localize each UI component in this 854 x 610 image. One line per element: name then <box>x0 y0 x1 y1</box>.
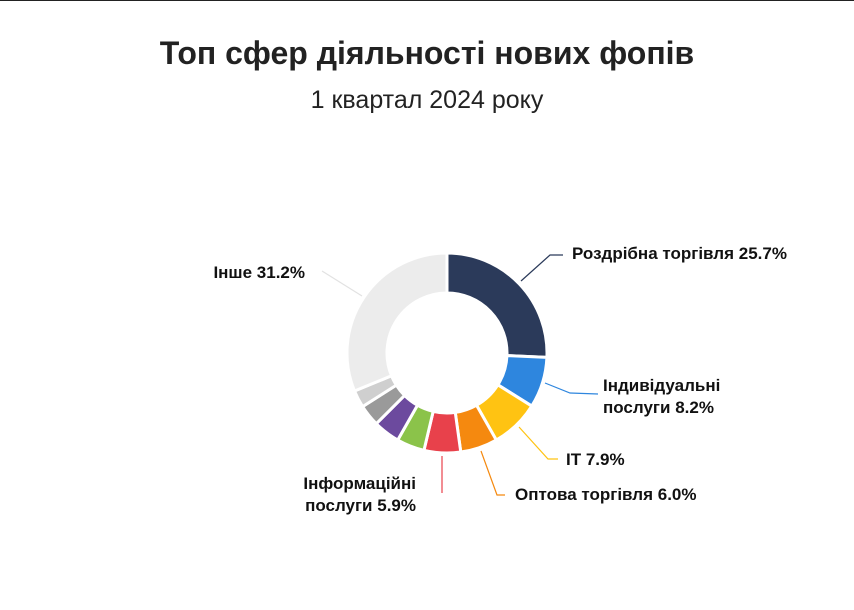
slice-label: Оптова торгівля 6.0% <box>515 484 697 506</box>
value-label: 6.0% <box>657 485 697 504</box>
slice-label: IT 7.9% <box>566 449 625 471</box>
leader-line <box>321 270 363 297</box>
leader-line <box>520 254 563 282</box>
category-label: Роздрібна торгівля <box>572 244 734 263</box>
donut-slice <box>345 251 449 393</box>
slice-label: Індивідуальні послуги 8.2% <box>603 375 753 419</box>
value-label: 31.2% <box>256 263 305 282</box>
donut-slice <box>445 251 549 359</box>
slice-label: Інформаційні послуги 5.9% <box>266 473 416 517</box>
chart-subtitle: 1 квартал 2024 року <box>310 86 544 114</box>
value-label: 25.7% <box>738 244 787 263</box>
category-label: Інше <box>213 263 253 282</box>
value-label: 5.9% <box>377 496 416 515</box>
slice-label: Інше 31.2% <box>213 262 305 284</box>
value-label: 8.2% <box>675 398 714 417</box>
chart-title: Топ сфер діяльності нових фопів <box>159 35 695 71</box>
category-label: Індивідуальні послуги <box>603 376 721 417</box>
slice-label: Роздрібна торгівля 25.7% <box>572 243 787 265</box>
category-label: Інформаційні послуги <box>303 474 416 515</box>
leader-line <box>544 382 599 395</box>
leader-line <box>480 450 505 496</box>
value-label: 7.9% <box>585 450 625 469</box>
leader-line <box>518 426 558 460</box>
category-label: IT <box>566 450 582 469</box>
category-label: Оптова торгівля <box>515 485 654 504</box>
